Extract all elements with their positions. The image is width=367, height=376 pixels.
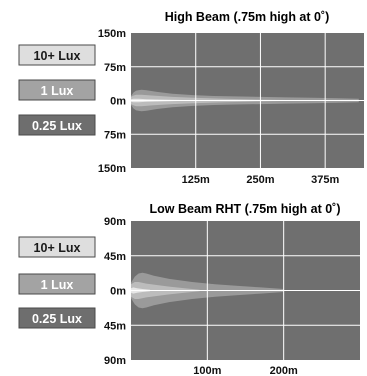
y-tick-label: 90m	[104, 355, 126, 367]
chart-1: High Beam (.75m high at 0˚) 150m 75m 0m 75m 1…	[18, 10, 364, 186]
y-tick-label: 45m	[104, 251, 126, 263]
legend-label: 10+ Lux	[34, 49, 81, 63]
y-tick-label: 150m	[98, 28, 126, 40]
legend-label: 10+ Lux	[34, 241, 81, 255]
chart-title: High Beam (.75m high at 0˚)	[165, 10, 330, 24]
legend-swatch	[18, 79, 96, 101]
x-tick-label: 100m	[193, 365, 221, 376]
y-tick-label: 75m	[104, 129, 126, 141]
y-tick-label: 0m	[110, 96, 126, 108]
legend-label: 0.25 Lux	[32, 312, 82, 326]
y-tick-label: 150m	[98, 163, 126, 175]
x-tick-label: 250m	[246, 174, 274, 186]
y-tick-label: 75m	[104, 62, 126, 74]
chart-title: Low Beam RHT (.75m high at 0˚)	[150, 202, 341, 216]
x-tick-label: 125m	[182, 174, 210, 186]
legend-label: 0.25 Lux	[32, 119, 82, 133]
legend-label: 1 Lux	[41, 84, 74, 98]
chart-2: Low Beam RHT (.75m high at 0˚) 90m 45m 0m 45…	[18, 202, 360, 376]
y-tick-label: 90m	[104, 216, 126, 228]
legend-swatch	[18, 114, 96, 136]
legend-swatch	[18, 44, 96, 66]
y-tick-label: 0m	[110, 286, 126, 298]
y-tick-label: 45m	[104, 320, 126, 332]
legend-swatch	[18, 236, 96, 258]
legend-swatch	[18, 273, 96, 295]
x-tick-label: 200m	[270, 365, 298, 376]
legend-swatch	[18, 307, 96, 329]
legend-label: 1 Lux	[41, 278, 74, 292]
x-tick-label: 375m	[311, 174, 339, 186]
